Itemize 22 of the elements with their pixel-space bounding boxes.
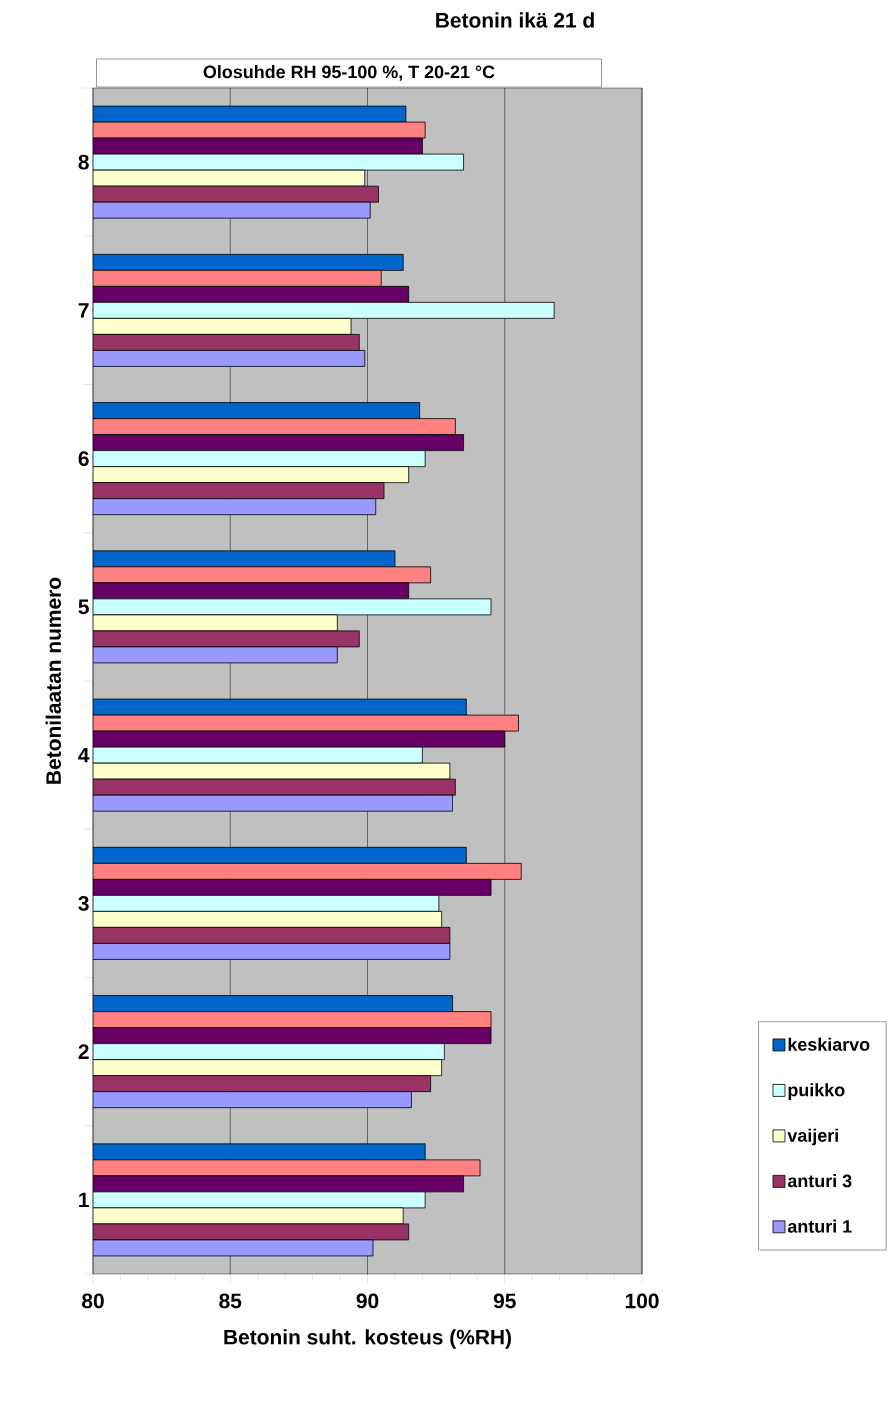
text: Olosuhde RH 95-100 %, T 20-21 °C [203,65,495,81]
y-tick-label: 7 [78,303,89,318]
y-tick-label: 2 [78,1044,89,1059]
x-tick-label: 80 [82,1293,104,1309]
x-tick-label: 90 [356,1293,379,1309]
legend-label: keskiarvo [788,1037,870,1051]
y-tick-label: 4 [78,747,90,763]
x-tick-label: 85 [219,1293,242,1309]
y-axis-title: Betonilaatan numero [45,577,61,784]
x-tick-label: 95 [493,1293,516,1309]
y-tick-label: 6 [78,451,89,467]
legend-label: anturi 3 [787,1174,852,1188]
chart-title: Betonin ikä 21 d [436,12,594,28]
y-tick-label: 8 [78,154,89,170]
legend-label: anturi 1 [787,1219,852,1233]
y-tick-label: 5 [78,599,89,615]
y-tick-label: 3 [78,895,89,911]
legend-label: puikko [788,1083,845,1100]
legend-label: vaijeri [787,1128,838,1146]
y-tick-label: 1 [79,1192,89,1208]
x-tick-label: 100 [625,1293,659,1309]
x-axis-title: Betonin suht. kosteus (%RH) [224,1329,511,1349]
